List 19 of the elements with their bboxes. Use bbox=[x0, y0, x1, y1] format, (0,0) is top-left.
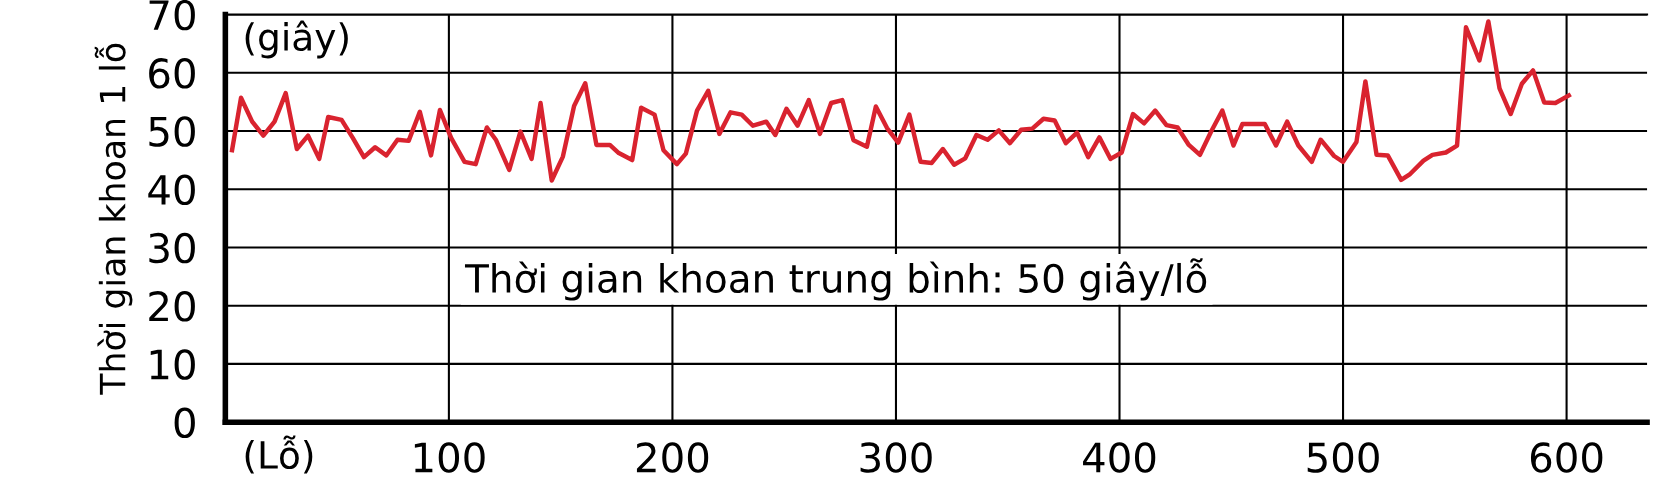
x-tick-label: 400 bbox=[1083, 442, 1156, 473]
x-tick-label: 200 bbox=[636, 442, 709, 473]
y-tick-label: 20 bbox=[149, 291, 195, 322]
x-tick-label: 100 bbox=[414, 442, 485, 473]
x-tick-label: 600 bbox=[1530, 442, 1603, 473]
y-tick-label: 40 bbox=[148, 174, 195, 206]
y-tick-label: 10 bbox=[150, 349, 195, 380]
x-tick-label: 500 bbox=[1307, 442, 1379, 473]
y-tick-label: 60 bbox=[149, 58, 195, 89]
y-tick-label: 50 bbox=[149, 116, 195, 147]
y-axis-title: Thời gian khoan 1 lỗ bbox=[94, 43, 133, 395]
annotation: (giây) bbox=[245, 20, 348, 59]
y-tick-label: 0 bbox=[174, 407, 195, 439]
line-series bbox=[229, 19, 1572, 183]
text: (Lỗ) bbox=[245, 435, 313, 474]
annotation: Thời gian khoan trung bình: 50 giây/lỗ bbox=[464, 258, 1207, 301]
x-tick-label: 300 bbox=[860, 442, 932, 473]
y-tick-label: 30 bbox=[149, 232, 195, 264]
y-tick-label: 70 bbox=[149, 0, 195, 31]
